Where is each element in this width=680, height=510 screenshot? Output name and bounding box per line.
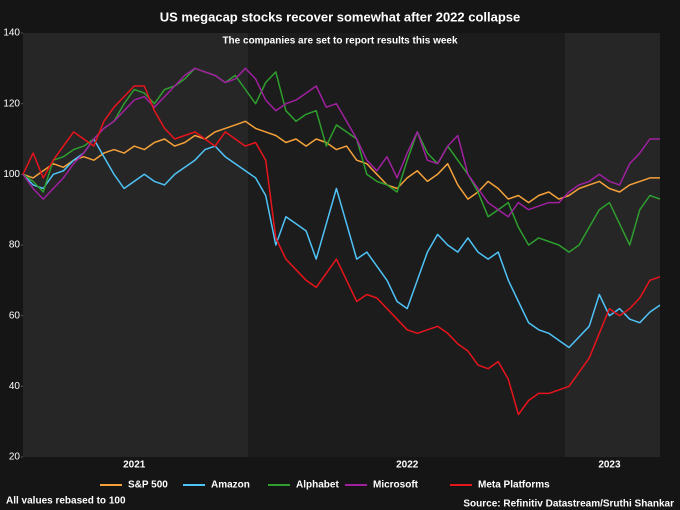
y-tick-label: 20 — [9, 452, 21, 463]
year-band — [565, 33, 660, 457]
legend-label: Amazon — [211, 480, 250, 491]
legend-label: Alphabet — [296, 480, 339, 491]
series-line — [22, 67, 661, 253]
x-tick-label: 2021 — [123, 460, 146, 471]
y-tick-label: 80 — [9, 240, 21, 251]
x-tick-label: 2022 — [396, 460, 419, 471]
chart-title: US megacap stocks recover somewhat after… — [160, 9, 521, 24]
year-band — [23, 33, 248, 457]
y-tick-label: 100 — [3, 169, 20, 180]
series-line — [22, 85, 661, 416]
note: All values rebased to 100 — [6, 496, 126, 507]
legend-label: Meta Platforms — [478, 480, 550, 491]
series-line — [22, 138, 661, 349]
y-tick-label: 140 — [3, 28, 20, 39]
x-tick-label: 2023 — [598, 460, 621, 471]
legend-label: S&P 500 — [128, 480, 168, 491]
y-tick-label: 40 — [9, 381, 21, 392]
series-line — [22, 67, 660, 218]
source: Source: Refinitiv Datastream/Sruthi Shan… — [463, 499, 674, 510]
y-tick-label: 60 — [9, 310, 21, 321]
series-line — [22, 120, 660, 204]
y-tick-label: 120 — [3, 98, 20, 109]
legend-label: Microsoft — [373, 480, 419, 491]
chart-subtitle: The companies are set to report results … — [222, 36, 458, 47]
